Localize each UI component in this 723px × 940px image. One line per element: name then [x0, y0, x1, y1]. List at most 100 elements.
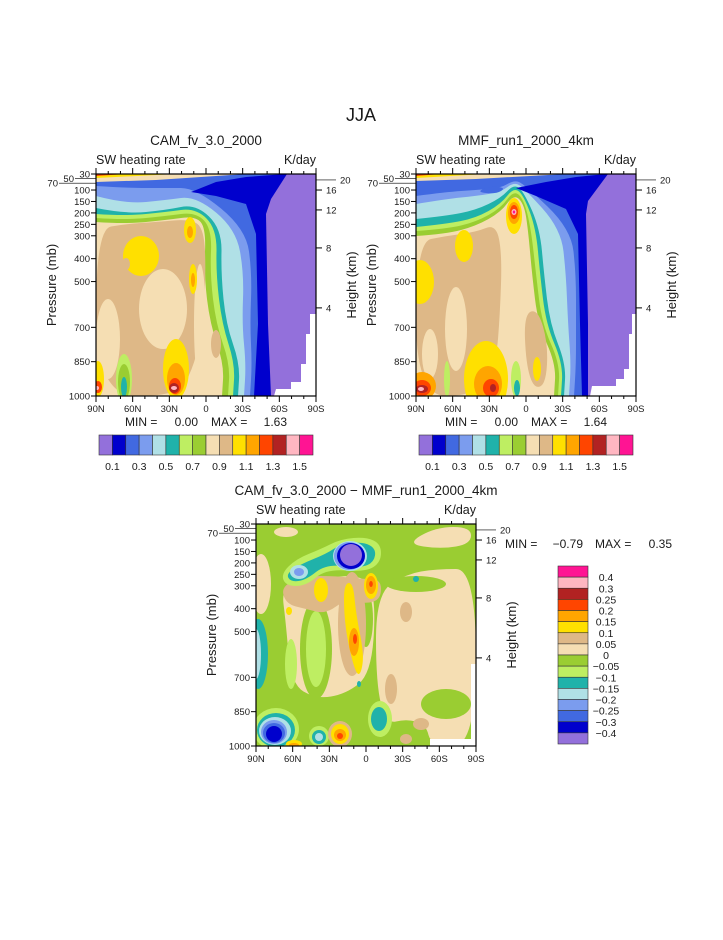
y-tick-label: 200 — [394, 208, 410, 219]
colorbar-label: −0.25 — [593, 706, 620, 718]
height-tick-label: 12 — [326, 205, 337, 216]
contour-region — [256, 554, 271, 614]
colorbar: 0.1 0.3 0.5 0.7 0.9 1.1 1.3 1.5 — [418, 434, 634, 473]
contour-region — [369, 581, 373, 587]
colorbar-label: 0.1 — [425, 461, 440, 473]
contour-region — [340, 544, 362, 566]
y-tick-label: 1000 — [229, 742, 250, 753]
y-axis-right-title: Height (km) — [664, 251, 679, 318]
x-tick-label: 90N — [247, 754, 265, 765]
max-value: 0.35 — [649, 537, 673, 551]
contour-region — [414, 527, 471, 548]
y-tick-label: 70 — [47, 179, 58, 190]
colorbar: 0.1 0.3 0.5 0.7 0.9 1.1 1.3 1.5 — [98, 434, 314, 473]
x-tick-label: 30S — [554, 404, 571, 415]
colorbar-box — [557, 576, 589, 589]
colorbar-box — [557, 565, 589, 578]
figure-title: JJA — [346, 105, 376, 125]
colorbar-box — [557, 732, 589, 745]
min-label: MIN = — [125, 415, 157, 429]
y-tick-label: 250 — [394, 220, 410, 231]
colorbar-box — [552, 434, 567, 456]
units-label: K/day — [284, 153, 317, 167]
left-string: SW heating rate — [416, 153, 506, 167]
colorbar-box — [432, 434, 447, 456]
colorbar-label: 0.25 — [596, 594, 617, 606]
panel-2: 90N 60N 30N 0 30S 60S 90S 30 50 70 100150200250300… — [204, 483, 519, 765]
height-tick-label: 8 — [646, 243, 651, 254]
contour-region — [194, 264, 206, 384]
x-tick-label: 30N — [161, 404, 179, 415]
contour-region — [187, 226, 193, 238]
contour-region — [314, 578, 328, 602]
min-value: 0.00 — [495, 415, 519, 429]
max-label: MAX = — [211, 415, 247, 429]
colorbar-box — [192, 434, 207, 456]
contour-region — [413, 718, 429, 730]
x-tick-label: 60S — [591, 404, 608, 415]
height-tick-label: 16 — [486, 536, 497, 547]
contour-region — [274, 527, 298, 537]
colorbar-label: 1.1 — [559, 461, 574, 473]
y-axis-right-title: Height (km) — [504, 601, 519, 668]
colorbar-label: −0.2 — [596, 695, 617, 707]
colorbar-label: 0.4 — [599, 572, 614, 584]
y-axis-title: Pressure (mb) — [44, 244, 59, 326]
x-tick-label: 90N — [407, 404, 425, 415]
x-tick-label: 30N — [321, 754, 339, 765]
contour-region — [96, 381, 102, 393]
y-tick-label: 400 — [234, 604, 250, 615]
height-tick-label: 4 — [486, 653, 491, 664]
contour-field — [96, 174, 316, 396]
max-label: MAX = — [531, 415, 567, 429]
max-value: 1.63 — [264, 415, 288, 429]
contour-region — [400, 602, 412, 622]
contour-region — [357, 681, 361, 687]
height-tick-label: 12 — [486, 555, 497, 566]
y-tick-label: 1000 — [389, 392, 410, 403]
contour-region — [96, 174, 176, 178]
colorbar-label: 0.9 — [532, 461, 547, 473]
x-tick-label: 60S — [431, 754, 448, 765]
panel-title: MMF_run1_2000_4km — [458, 133, 594, 148]
contour-region — [490, 384, 496, 392]
y-tick-label: 850 — [74, 357, 90, 368]
max-value: 1.64 — [584, 415, 608, 429]
y-tick-label: 70 — [367, 179, 378, 190]
contour-region — [455, 230, 473, 262]
colorbar-label: 0.05 — [596, 639, 617, 651]
colorbar-label: 1.3 — [586, 461, 601, 473]
colorbar-label: 0.7 — [505, 461, 520, 473]
y-tick-label: 700 — [234, 673, 250, 684]
panel-title: CAM_fv_3.0_2000 — [150, 133, 262, 148]
colorbar-label: 0.15 — [596, 617, 617, 629]
contour-region — [418, 387, 424, 391]
y-axis-right-title: Height (km) — [344, 251, 359, 318]
y-tick-label: 50 — [63, 174, 74, 185]
contour-region — [416, 260, 434, 304]
y-tick-label: 400 — [74, 254, 90, 265]
colorbar-box — [232, 434, 247, 456]
x-tick-label: 60N — [444, 404, 462, 415]
colorbar-label: −0.4 — [596, 728, 617, 740]
contour-region — [413, 576, 419, 582]
colorbar-label: 1.5 — [612, 461, 627, 473]
contour-field — [416, 174, 636, 396]
colorbar-box — [205, 434, 220, 456]
contour-region — [385, 674, 397, 704]
x-tick-label: 90S — [308, 404, 325, 415]
colorbar-box — [557, 699, 589, 711]
colorbar-label: 1.3 — [266, 461, 281, 473]
y-tick-label: 150 — [234, 547, 250, 558]
x-tick-label: 30S — [394, 754, 411, 765]
y-tick-label: 50 — [223, 524, 234, 535]
colorbar-box — [557, 665, 589, 678]
colorbar-box — [557, 643, 589, 656]
colorbar-box — [152, 434, 167, 456]
colorbar-box — [445, 434, 460, 456]
contour-region — [371, 707, 387, 731]
colorbar-label: 0.3 — [599, 583, 614, 595]
colorbar-box — [219, 434, 234, 456]
contour-region — [123, 236, 159, 276]
